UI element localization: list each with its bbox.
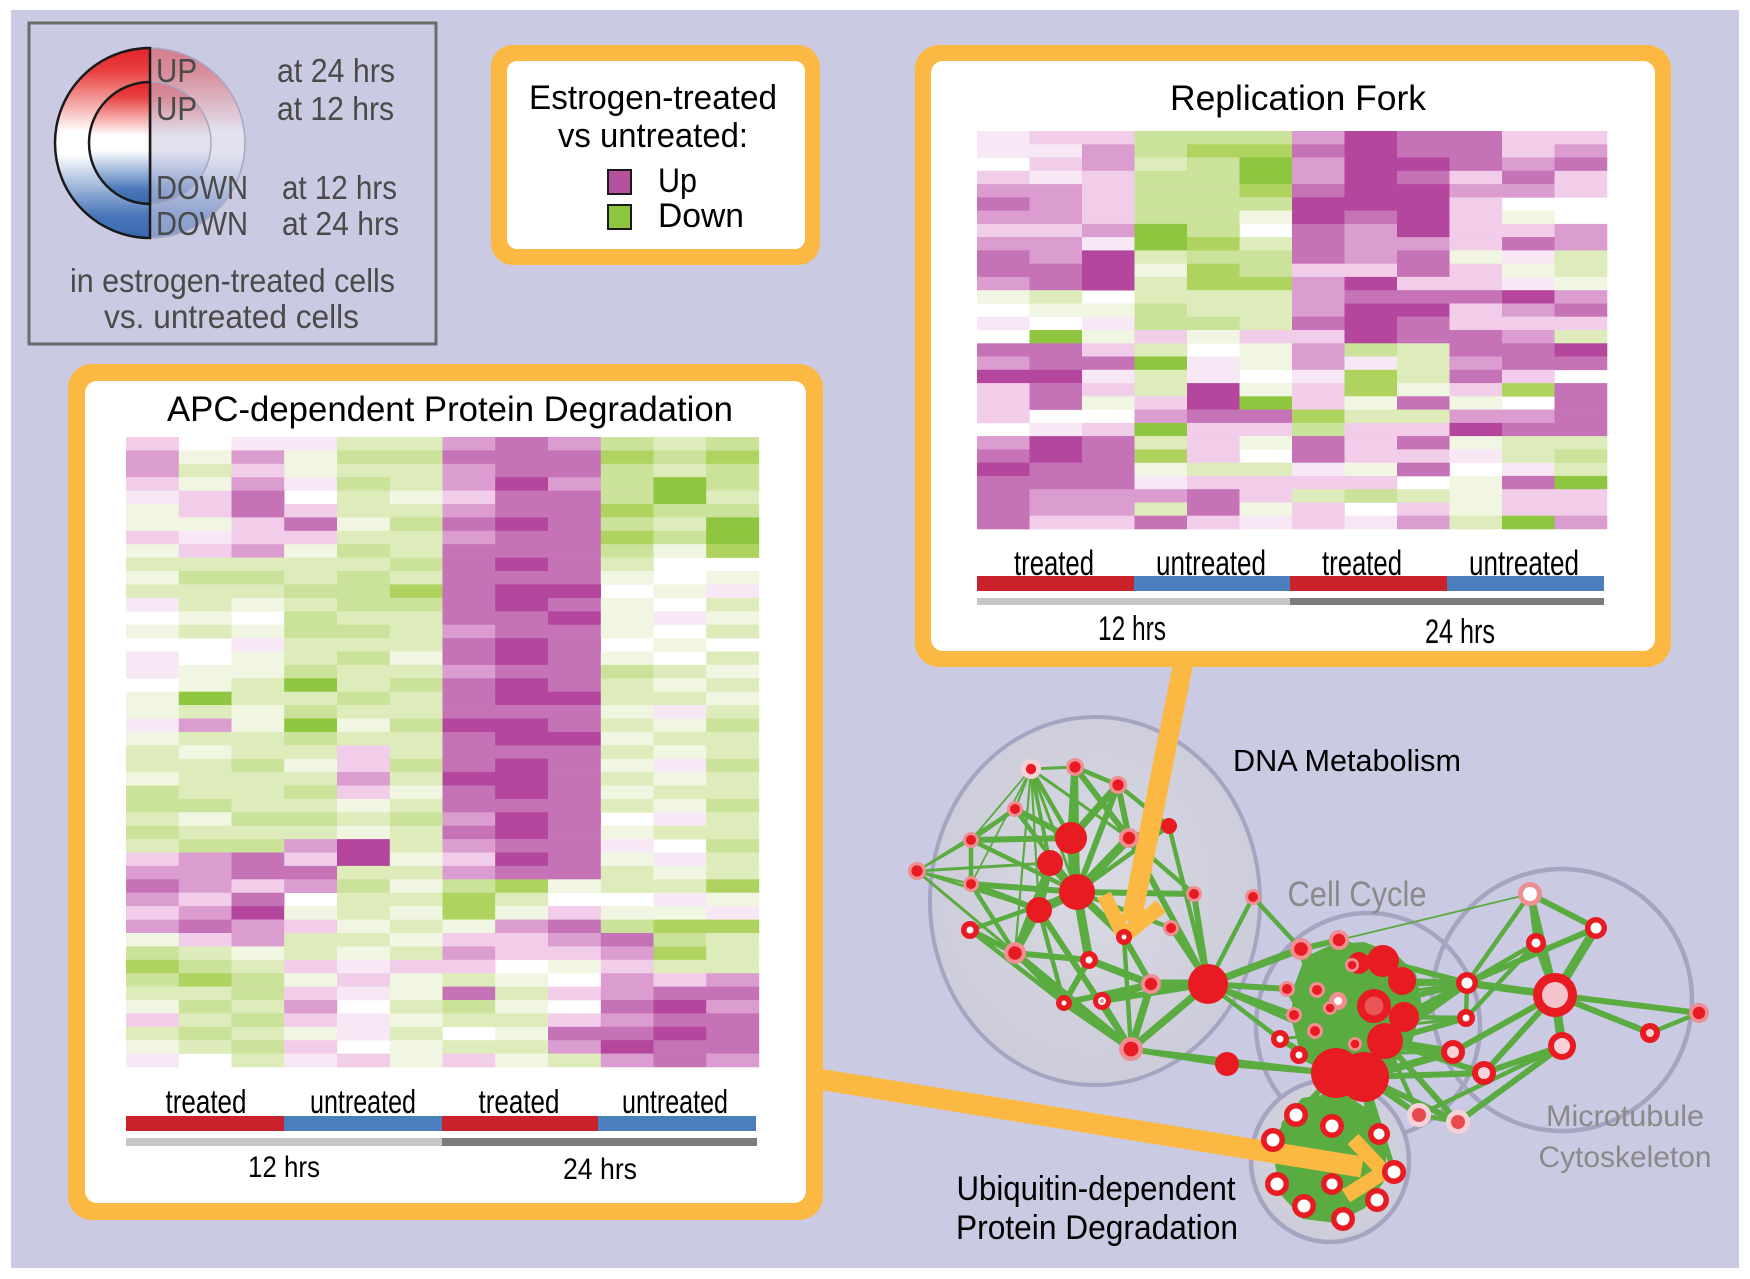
svg-text:treated: treated (479, 1083, 560, 1120)
svg-text:APC-dependent Protein Degradat: APC-dependent Protein Degradation (167, 390, 733, 429)
svg-text:vs. untreated cells: vs. untreated cells (104, 298, 359, 335)
svg-text:Cell Cycle: Cell Cycle (1288, 875, 1427, 914)
svg-text:24 hrs: 24 hrs (563, 1153, 637, 1186)
svg-text:UP: UP (156, 90, 197, 127)
svg-text:Down: Down (658, 197, 744, 235)
svg-text:untreated: untreated (622, 1083, 728, 1120)
svg-text:at 12 hrs: at 12 hrs (282, 169, 397, 206)
svg-text:Ubiquitin-dependent: Ubiquitin-dependent (957, 1170, 1237, 1208)
svg-text:Cytoskeleton: Cytoskeleton (1539, 1141, 1712, 1174)
svg-text:DOWN: DOWN (156, 169, 248, 206)
svg-text:vs untreated:: vs untreated: (558, 117, 748, 155)
svg-text:Microtubule: Microtubule (1546, 1100, 1704, 1133)
svg-text:24 hrs: 24 hrs (1425, 613, 1495, 651)
svg-text:treated: treated (166, 1083, 247, 1120)
svg-text:at 24 hrs: at 24 hrs (277, 52, 395, 89)
svg-text:at 24 hrs: at 24 hrs (282, 205, 399, 242)
svg-text:12 hrs: 12 hrs (248, 1151, 320, 1184)
svg-text:12 hrs: 12 hrs (1098, 610, 1166, 648)
svg-text:in estrogen-treated cells: in estrogen-treated cells (70, 262, 395, 299)
svg-text:UP: UP (156, 52, 197, 89)
svg-text:Up: Up (658, 162, 697, 200)
svg-text:Replication Fork: Replication Fork (1170, 79, 1426, 118)
svg-text:untreated: untreated (310, 1083, 416, 1120)
svg-text:DNA Metabolism: DNA Metabolism (1233, 743, 1461, 778)
svg-text:at 12 hrs: at 12 hrs (277, 90, 394, 127)
svg-text:DOWN: DOWN (156, 205, 248, 242)
svg-text:Protein Degradation: Protein Degradation (956, 1209, 1238, 1247)
svg-text:Estrogen-treated: Estrogen-treated (529, 79, 777, 117)
